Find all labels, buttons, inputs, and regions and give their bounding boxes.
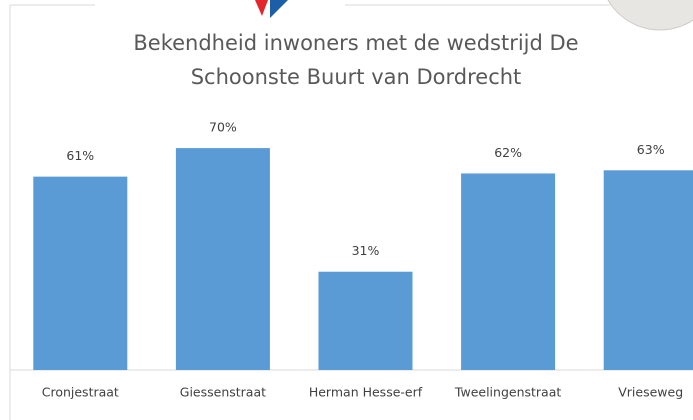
bar: [461, 173, 556, 370]
bar: [603, 170, 693, 370]
x-tick-label: Vrieseweg: [618, 385, 683, 400]
logo-fragment: [270, 0, 288, 18]
logo-fragment: [255, 0, 268, 16]
bar: [318, 271, 413, 370]
x-tick-label: Tweelingenstraat: [454, 385, 561, 400]
bar: [33, 176, 128, 370]
decoration: [607, 0, 693, 31]
data-label: 62%: [494, 145, 522, 160]
data-label: 70%: [209, 120, 237, 135]
bar: [175, 148, 270, 370]
x-tick-label: Herman Hesse-erf: [309, 385, 423, 400]
data-label: 31%: [352, 243, 380, 258]
data-label: 61%: [66, 148, 94, 163]
chart-title: Bekendheid inwoners met de wedstrijd De …: [133, 31, 579, 89]
data-label: 63%: [637, 142, 665, 157]
x-tick-label: Giessenstraat: [180, 385, 266, 400]
x-tick-label: Cronjestraat: [42, 385, 119, 400]
